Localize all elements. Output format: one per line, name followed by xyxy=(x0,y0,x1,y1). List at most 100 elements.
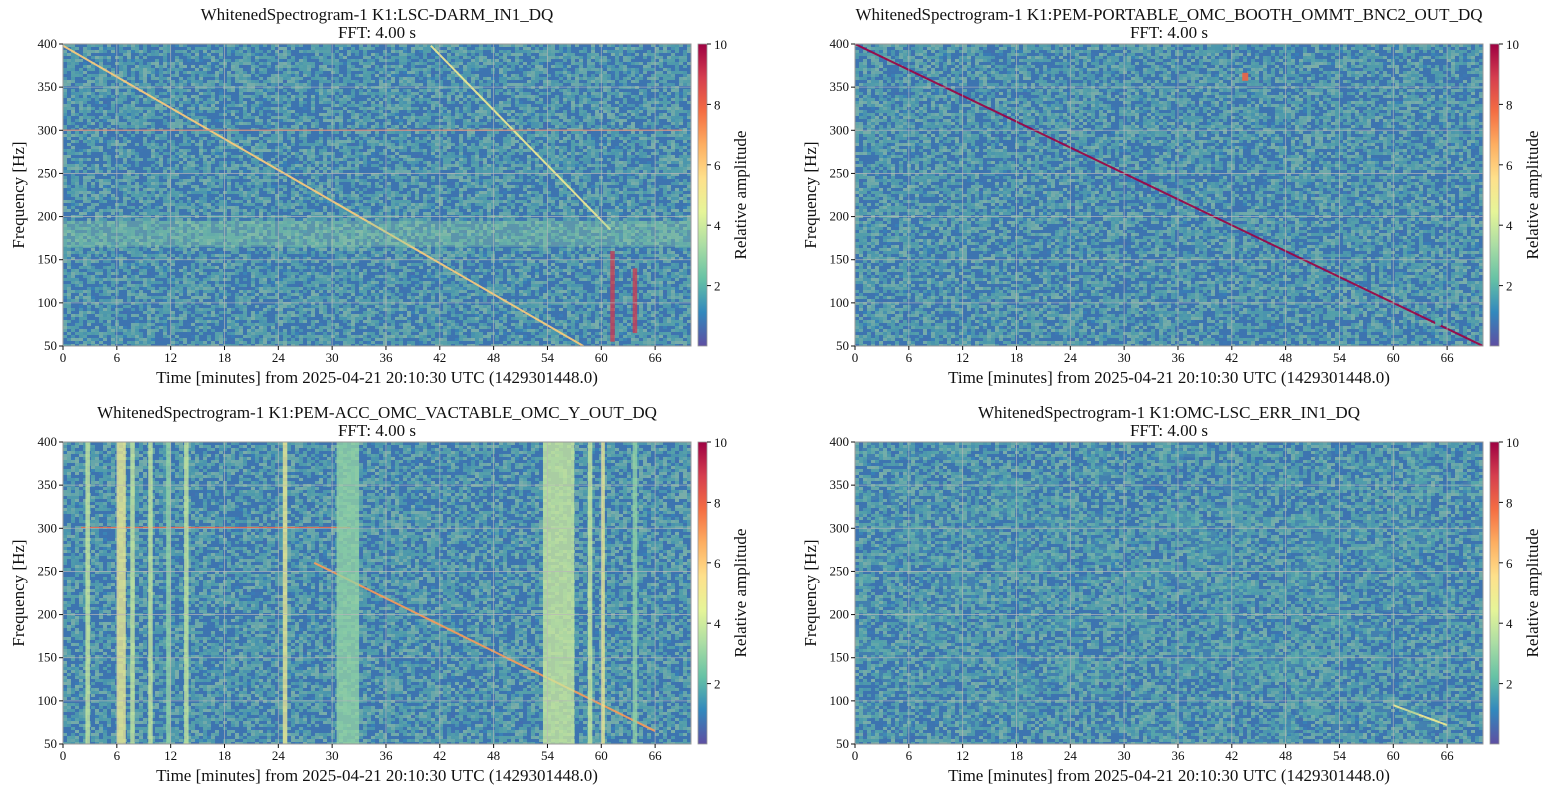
colorbar xyxy=(1490,44,1499,346)
glitch-stripe xyxy=(148,442,152,744)
colorbar-tick-label: 2 xyxy=(1506,677,1513,692)
x-tick-label: 54 xyxy=(1333,748,1347,763)
chart-title: WhitenedSpectrogram-1 K1:PEM-ACC_OMC_VAC… xyxy=(97,403,657,422)
glitch-stripe xyxy=(601,442,605,744)
x-tick-label: 30 xyxy=(1118,748,1131,763)
colorbar-tick-label: 10 xyxy=(1506,435,1519,450)
y-tick-label: 150 xyxy=(830,650,850,665)
x-tick-label: 30 xyxy=(326,350,339,365)
x-tick-label: 54 xyxy=(541,350,555,365)
x-tick-label: 54 xyxy=(541,748,555,763)
chart-subtitle: FFT: 4.00 s xyxy=(1130,421,1208,440)
y-tick-label: 50 xyxy=(836,338,849,353)
y-tick-label: 100 xyxy=(38,693,58,708)
x-tick-label: 48 xyxy=(487,748,500,763)
x-tick-label: 6 xyxy=(906,748,913,763)
spectrogram-svg: WhitenedSpectrogram-1 K1:PEM-ACC_OMC_VAC… xyxy=(0,398,760,790)
x-tick-label: 12 xyxy=(164,350,177,365)
colorbar-label: Relative amplitude xyxy=(1523,529,1542,658)
glitch-stripe xyxy=(166,442,170,744)
x-tick-label: 42 xyxy=(1225,748,1238,763)
y-tick-label: 50 xyxy=(44,338,57,353)
y-tick-label: 350 xyxy=(830,477,850,492)
chart-title: WhitenedSpectrogram-1 K1:PEM-PORTABLE_OM… xyxy=(855,5,1482,24)
glitch-stripe xyxy=(85,442,89,744)
x-tick-label: 36 xyxy=(1171,748,1185,763)
glitch-stripe xyxy=(184,442,188,744)
spectral-spot xyxy=(1242,73,1248,81)
spectrogram-panel-pem-acc: WhitenedSpectrogram-1 K1:PEM-ACC_OMC_VAC… xyxy=(0,398,760,795)
colorbar-tick-label: 4 xyxy=(1506,218,1513,233)
x-tick-label: 24 xyxy=(272,748,286,763)
x-tick-label: 48 xyxy=(487,350,500,365)
colorbar xyxy=(698,442,707,744)
spectrogram-svg: WhitenedSpectrogram-1 K1:OMC-LSC_ERR_IN1… xyxy=(792,398,1552,790)
y-tick-label: 50 xyxy=(836,736,849,751)
spectrogram-svg: WhitenedSpectrogram-1 K1:LSC-DARM_IN1_DQ… xyxy=(0,0,760,392)
x-tick-label: 66 xyxy=(649,350,663,365)
y-tick-label: 350 xyxy=(38,477,58,492)
y-tick-label: 250 xyxy=(830,165,850,180)
colorbar-tick-label: 4 xyxy=(1506,616,1513,631)
glitch-stripe xyxy=(117,442,126,744)
x-tick-label: 42 xyxy=(433,350,446,365)
colorbar-tick-label: 2 xyxy=(714,677,721,692)
y-tick-label: 400 xyxy=(38,36,58,51)
colorbar-label: Relative amplitude xyxy=(731,131,750,260)
colorbar-tick-label: 10 xyxy=(1506,37,1519,52)
y-tick-label: 400 xyxy=(38,434,58,449)
spectrogram-panel-omc-lsc-err: WhitenedSpectrogram-1 K1:OMC-LSC_ERR_IN1… xyxy=(792,398,1552,795)
y-tick-label: 300 xyxy=(830,520,850,535)
spectrogram-panel-pem-portable: WhitenedSpectrogram-1 K1:PEM-PORTABLE_OM… xyxy=(792,0,1552,397)
x-tick-label: 66 xyxy=(1441,350,1455,365)
y-tick-label: 100 xyxy=(830,693,850,708)
colorbar-tick-label: 6 xyxy=(714,158,721,173)
glitch-stripe xyxy=(130,442,134,744)
colorbar-tick-label: 4 xyxy=(714,616,721,631)
colorbar-tick-label: 6 xyxy=(1506,556,1513,571)
chart-subtitle: FFT: 4.00 s xyxy=(338,421,416,440)
x-tick-label: 66 xyxy=(1441,748,1455,763)
glitch-stripe xyxy=(633,442,637,744)
heatmap-area xyxy=(63,442,691,745)
y-tick-label: 150 xyxy=(38,252,58,267)
spectral-spot xyxy=(1435,318,1441,326)
y-tick-label: 200 xyxy=(38,607,58,622)
x-tick-label: 18 xyxy=(218,350,231,365)
x-tick-label: 24 xyxy=(272,350,286,365)
x-tick-label: 12 xyxy=(164,748,177,763)
x-tick-label: 0 xyxy=(60,350,67,365)
x-tick-label: 18 xyxy=(1010,748,1023,763)
x-tick-label: 6 xyxy=(114,350,121,365)
colorbar xyxy=(1490,442,1499,744)
x-tick-label: 54 xyxy=(1333,350,1347,365)
y-tick-label: 200 xyxy=(38,209,58,224)
glitch-stripe xyxy=(633,268,637,333)
x-tick-label: 42 xyxy=(1225,350,1238,365)
x-tick-label: 6 xyxy=(906,350,913,365)
y-tick-label: 400 xyxy=(830,434,850,449)
x-axis-label: Time [minutes] from 2025-04-21 20:10:30 … xyxy=(948,766,1390,785)
colorbar-tick-label: 4 xyxy=(714,218,721,233)
x-tick-label: 48 xyxy=(1279,350,1292,365)
colorbar-tick-label: 8 xyxy=(1506,495,1513,510)
x-tick-label: 60 xyxy=(1387,748,1400,763)
x-tick-label: 12 xyxy=(956,350,969,365)
x-axis-label: Time [minutes] from 2025-04-21 20:10:30 … xyxy=(156,766,598,785)
y-tick-label: 150 xyxy=(830,252,850,267)
y-axis-label: Frequency [Hz] xyxy=(9,141,28,248)
chart-subtitle: FFT: 4.00 s xyxy=(1130,23,1208,42)
x-tick-label: 60 xyxy=(595,350,608,365)
x-tick-label: 24 xyxy=(1064,748,1078,763)
x-tick-label: 24 xyxy=(1064,350,1078,365)
colorbar-tick-label: 10 xyxy=(714,37,727,52)
glitch-stripe xyxy=(588,442,592,744)
colorbar-tick-label: 6 xyxy=(714,556,721,571)
x-tick-label: 6 xyxy=(114,748,121,763)
y-tick-label: 100 xyxy=(830,295,850,310)
spectrogram-svg: WhitenedSpectrogram-1 K1:PEM-PORTABLE_OM… xyxy=(792,0,1552,392)
glitch-stripe xyxy=(283,442,287,744)
y-axis-label: Frequency [Hz] xyxy=(9,539,28,646)
heatmap-area xyxy=(63,44,691,347)
chart-title: WhitenedSpectrogram-1 K1:LSC-DARM_IN1_DQ xyxy=(201,5,554,24)
